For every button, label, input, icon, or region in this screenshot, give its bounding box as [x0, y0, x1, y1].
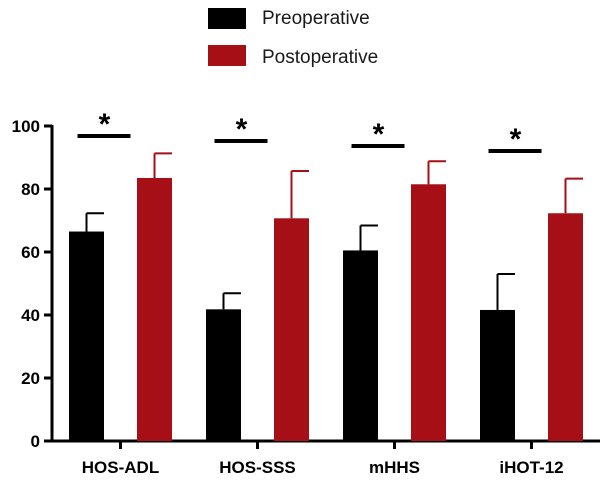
legend-swatch-preoperative — [208, 8, 246, 29]
bar-preoperative-hos-sss — [206, 309, 241, 441]
x-category-label: mHHS — [369, 458, 420, 477]
x-category-label: iHOT-12 — [499, 458, 563, 477]
bar-preoperative-ihot-12 — [480, 309, 515, 441]
y-tick-label: 100 — [12, 117, 40, 136]
bar-postoperative-mhhs — [411, 184, 446, 441]
legend: Preoperative Postoperative — [208, 8, 378, 68]
significance-star: * — [99, 108, 111, 141]
legend-label-postoperative: Postoperative — [262, 47, 378, 68]
y-tick-label: 80 — [21, 180, 40, 199]
significance-star: * — [373, 118, 385, 151]
bar-postoperative-hos-sss — [274, 218, 309, 441]
significance-star: * — [236, 113, 248, 146]
legend-label-preoperative: Preoperative — [262, 8, 370, 29]
y-tick-label: 40 — [21, 306, 40, 325]
bar-preoperative-hos-adl — [69, 231, 104, 441]
bar-postoperative-ihot-12 — [548, 213, 583, 441]
bar-postoperative-hos-adl — [137, 177, 172, 441]
bar-preoperative-mhhs — [343, 250, 378, 441]
y-tick-label: 0 — [31, 432, 40, 451]
significance-annotations: * * * * — [77, 108, 542, 156]
y-tick-label: 20 — [21, 369, 40, 388]
x-category-label: HOS-ADL — [82, 458, 159, 477]
y-tick-label: 60 — [21, 243, 40, 262]
bars — [69, 152, 583, 441]
x-category-label: HOS-SSS — [219, 458, 296, 477]
legend-swatch-postoperative — [208, 45, 246, 66]
significance-star: * — [510, 123, 522, 156]
